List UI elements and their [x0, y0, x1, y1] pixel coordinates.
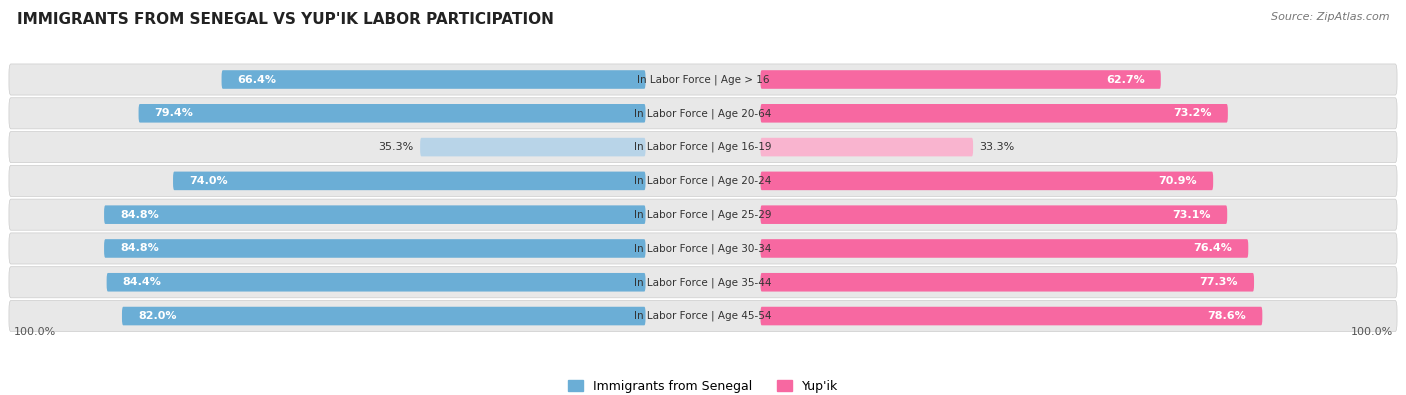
- Text: 73.1%: 73.1%: [1173, 210, 1211, 220]
- FancyBboxPatch shape: [8, 233, 1398, 264]
- FancyBboxPatch shape: [139, 104, 645, 122]
- Text: 84.4%: 84.4%: [122, 277, 162, 287]
- FancyBboxPatch shape: [222, 70, 645, 89]
- FancyBboxPatch shape: [8, 132, 1398, 163]
- FancyBboxPatch shape: [8, 267, 1398, 298]
- FancyBboxPatch shape: [761, 104, 1227, 122]
- FancyBboxPatch shape: [761, 171, 1213, 190]
- FancyBboxPatch shape: [761, 307, 1263, 325]
- FancyBboxPatch shape: [761, 138, 973, 156]
- Text: In Labor Force | Age 20-24: In Labor Force | Age 20-24: [634, 176, 772, 186]
- Text: In Labor Force | Age 16-19: In Labor Force | Age 16-19: [634, 142, 772, 152]
- Text: 77.3%: 77.3%: [1199, 277, 1239, 287]
- FancyBboxPatch shape: [122, 307, 645, 325]
- Text: 62.7%: 62.7%: [1107, 75, 1144, 85]
- FancyBboxPatch shape: [761, 205, 1227, 224]
- Text: 70.9%: 70.9%: [1159, 176, 1197, 186]
- Text: 82.0%: 82.0%: [138, 311, 176, 321]
- FancyBboxPatch shape: [761, 239, 1249, 258]
- FancyBboxPatch shape: [104, 239, 645, 258]
- Text: 73.2%: 73.2%: [1174, 108, 1212, 118]
- FancyBboxPatch shape: [107, 273, 645, 292]
- Text: In Labor Force | Age 30-34: In Labor Force | Age 30-34: [634, 243, 772, 254]
- FancyBboxPatch shape: [420, 138, 645, 156]
- Text: 66.4%: 66.4%: [238, 75, 277, 85]
- Text: 79.4%: 79.4%: [155, 108, 194, 118]
- Text: 76.4%: 76.4%: [1194, 243, 1232, 254]
- Text: 35.3%: 35.3%: [378, 142, 413, 152]
- Text: 84.8%: 84.8%: [120, 210, 159, 220]
- Text: 78.6%: 78.6%: [1208, 311, 1246, 321]
- FancyBboxPatch shape: [761, 70, 1161, 89]
- Text: Source: ZipAtlas.com: Source: ZipAtlas.com: [1271, 12, 1389, 22]
- Text: 74.0%: 74.0%: [188, 176, 228, 186]
- Text: 33.3%: 33.3%: [980, 142, 1015, 152]
- FancyBboxPatch shape: [104, 205, 645, 224]
- Legend: Immigrants from Senegal, Yup'ik: Immigrants from Senegal, Yup'ik: [562, 375, 844, 395]
- Text: In Labor Force | Age 25-29: In Labor Force | Age 25-29: [634, 209, 772, 220]
- FancyBboxPatch shape: [8, 166, 1398, 196]
- FancyBboxPatch shape: [8, 64, 1398, 95]
- Text: In Labor Force | Age 35-44: In Labor Force | Age 35-44: [634, 277, 772, 288]
- Text: 100.0%: 100.0%: [1350, 327, 1392, 337]
- Text: IMMIGRANTS FROM SENEGAL VS YUP'IK LABOR PARTICIPATION: IMMIGRANTS FROM SENEGAL VS YUP'IK LABOR …: [17, 12, 554, 27]
- Text: In Labor Force | Age > 16: In Labor Force | Age > 16: [637, 74, 769, 85]
- FancyBboxPatch shape: [173, 171, 645, 190]
- FancyBboxPatch shape: [761, 273, 1254, 292]
- Text: 84.8%: 84.8%: [120, 243, 159, 254]
- Text: In Labor Force | Age 45-54: In Labor Force | Age 45-54: [634, 311, 772, 321]
- FancyBboxPatch shape: [8, 301, 1398, 331]
- FancyBboxPatch shape: [8, 98, 1398, 129]
- FancyBboxPatch shape: [8, 199, 1398, 230]
- Text: In Labor Force | Age 20-64: In Labor Force | Age 20-64: [634, 108, 772, 118]
- Text: 100.0%: 100.0%: [14, 327, 56, 337]
